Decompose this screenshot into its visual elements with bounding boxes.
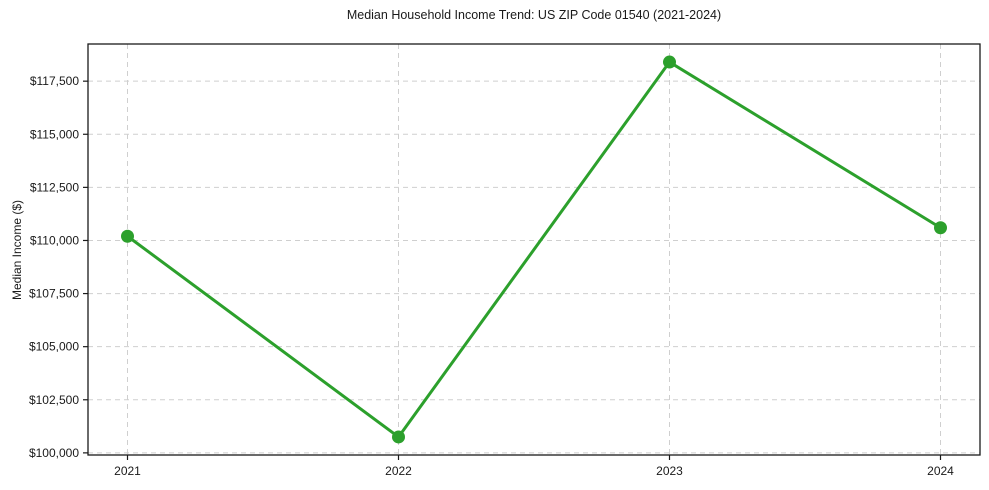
y-tick-label: $112,500 xyxy=(30,180,79,194)
x-tick-label: 2023 xyxy=(656,464,683,478)
y-tick-label: $107,500 xyxy=(29,287,79,301)
data-point-2022 xyxy=(392,430,405,444)
y-tick-label: $115,000 xyxy=(30,127,79,141)
plot-border xyxy=(87,43,981,456)
trend-line xyxy=(126,60,942,439)
data-point-2023 xyxy=(663,55,676,69)
y-tick-label: $102,500 xyxy=(29,393,79,407)
data-point-2021 xyxy=(121,229,134,243)
y-tick-label: $105,000 xyxy=(29,340,79,354)
data-point-2024 xyxy=(934,221,947,235)
y-tick-label: $117,500 xyxy=(30,74,79,88)
y-tick-label: $100,000 xyxy=(29,446,79,460)
chart-title: Median Household Income Trend: US ZIP Co… xyxy=(346,8,722,22)
y-tick-label: $110,000 xyxy=(30,233,79,247)
x-tick-label: 2022 xyxy=(385,464,412,478)
x-tick-label: 2021 xyxy=(114,464,141,478)
x-tick-label: 2024 xyxy=(927,464,954,478)
